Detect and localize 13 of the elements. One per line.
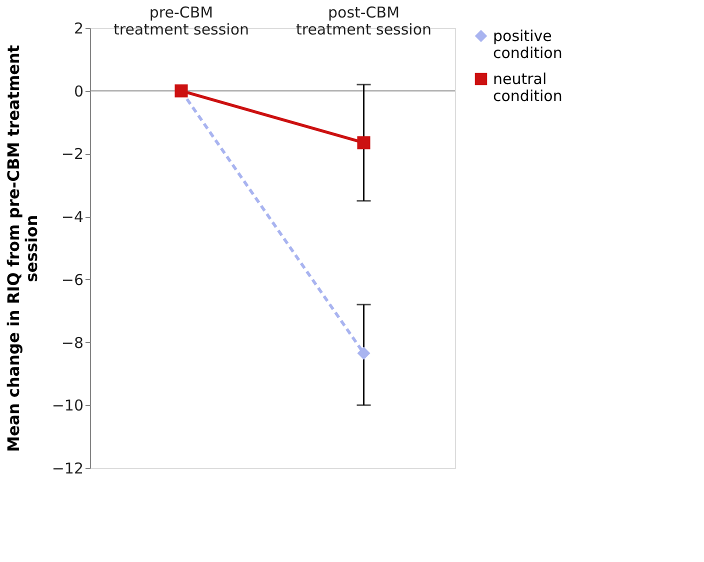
y-tick-label: −12 (52, 460, 84, 478)
y-tick-label: −10 (52, 396, 84, 415)
y-tick-label: −2 (61, 145, 84, 164)
y-tick-label: −8 (61, 334, 84, 352)
y-tick-label: 0 (74, 82, 84, 100)
y-tick-label: −6 (61, 270, 84, 289)
legend-label: positive condition (493, 27, 562, 62)
y-tick-label: −4 (61, 208, 84, 226)
y-tick-label: 2 (74, 20, 84, 38)
y-axis-title: Mean change in RIQ from pre-CBM treatment session (4, 44, 41, 452)
x-tick-label: post-CBM treatment session (296, 4, 432, 38)
legend-label: neutral condition (493, 70, 562, 105)
x-tick-label: pre-CBM treatment session (113, 4, 250, 38)
